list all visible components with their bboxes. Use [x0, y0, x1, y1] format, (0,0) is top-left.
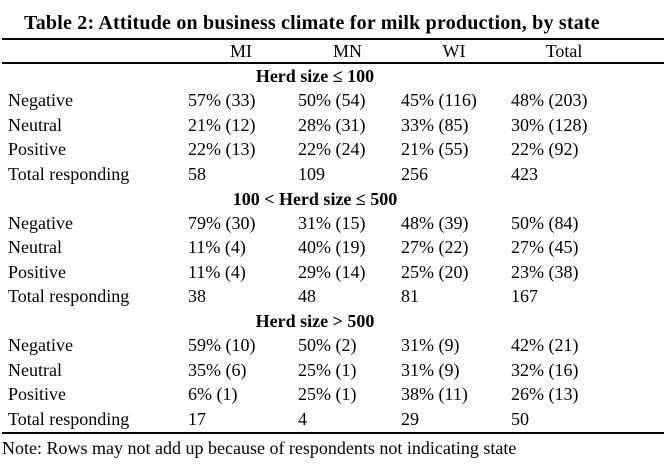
- row-label: Negative: [8, 335, 73, 356]
- row-label: Total responding: [8, 163, 130, 184]
- table-row: Negative 79% (30) 31% (15) 48% (39) 50% …: [0, 211, 668, 236]
- cell-total: 23% (38): [511, 261, 579, 282]
- table-footnote: Note: Rows may not add up because of res…: [2, 437, 517, 458]
- cell-total: 27% (45): [511, 237, 579, 258]
- table-row: Positive 11% (4) 29% (14) 25% (20) 23% (…: [0, 260, 668, 285]
- row-label: Neutral: [8, 237, 62, 258]
- cell-mi: 11% (4): [188, 261, 246, 282]
- cell-wi: 38% (11): [401, 384, 468, 405]
- cell-total: 167: [511, 286, 538, 307]
- table-row: Negative 59% (10) 50% (2) 31% (9) 42% (2…: [0, 334, 668, 359]
- cell-mi: 17: [188, 408, 206, 429]
- table-title: Table 2: Attitude on business climate fo…: [24, 12, 600, 34]
- cell-total: 50% (84): [511, 212, 579, 233]
- section-header-herd-le-100: Herd size ≤ 100: [255, 66, 375, 86]
- table-row: Neutral 21% (12) 28% (31) 33% (85) 30% (…: [0, 113, 668, 138]
- divider-above-note: [2, 431, 664, 434]
- cell-mi: 22% (13): [188, 139, 256, 160]
- cell-total: 423: [511, 163, 538, 184]
- section-header-herd-gt-500: Herd size > 500: [255, 311, 375, 331]
- cell-total: 48% (203): [511, 90, 588, 111]
- cell-total: 30% (128): [511, 114, 588, 135]
- cell-mi: 79% (30): [188, 212, 256, 233]
- table-row: Negative 57% (33) 50% (54) 45% (116) 48%…: [0, 89, 668, 114]
- cell-total: 22% (92): [511, 139, 579, 160]
- col-header-mn: MN: [332, 40, 362, 61]
- table-row: Total responding 38 48 81 167: [0, 285, 668, 310]
- cell-mn: 48: [298, 286, 316, 307]
- row-label: Total responding: [8, 286, 130, 307]
- table-row: Positive 6% (1) 25% (1) 38% (11) 26% (13…: [0, 383, 668, 408]
- row-label: Total responding: [8, 408, 130, 429]
- row-label: Neutral: [8, 114, 62, 135]
- cell-wi: 27% (22): [401, 237, 469, 258]
- cell-mn: 29% (14): [298, 261, 366, 282]
- cell-wi: 48% (39): [401, 212, 469, 233]
- divider-below-headers: [2, 62, 664, 64]
- section-header-herd-100-500: 100 < Herd size ≤ 500: [232, 188, 398, 209]
- cell-total: 50: [511, 408, 529, 429]
- table-row: Neutral 35% (6) 25% (1) 31% (9) 32% (16): [0, 358, 668, 383]
- cell-mi: 11% (4): [188, 237, 246, 258]
- col-header-wi: WI: [442, 40, 466, 61]
- cell-mn: 28% (31): [298, 114, 366, 135]
- cell-wi: 256: [401, 163, 428, 184]
- table-row: Total responding 58 109 256 423: [0, 162, 668, 187]
- cell-wi: 45% (116): [401, 90, 477, 111]
- cell-mi: 57% (33): [188, 90, 256, 111]
- row-label: Neutral: [8, 359, 62, 380]
- cell-mi: 21% (12): [188, 114, 256, 135]
- cell-mn: 4: [298, 408, 307, 429]
- cell-wi: 33% (85): [401, 114, 469, 135]
- cell-wi: 29: [401, 408, 419, 429]
- table-row: Total responding 17 4 29 50: [0, 407, 668, 432]
- cell-mn: 25% (1): [298, 384, 357, 405]
- row-label: Positive: [8, 139, 67, 160]
- cell-wi: 31% (9): [401, 335, 460, 356]
- cell-mi: 38: [188, 286, 206, 307]
- cell-mn: 31% (15): [298, 212, 366, 233]
- cell-mi: 59% (10): [188, 335, 256, 356]
- cell-mn: 22% (24): [298, 139, 366, 160]
- cell-total: 26% (13): [511, 384, 579, 405]
- cell-mn: 25% (1): [298, 359, 357, 380]
- cell-mn: 50% (54): [298, 90, 366, 111]
- row-label: Negative: [8, 212, 73, 233]
- column-header-row: MI MN WI Total: [0, 40, 668, 62]
- table-row: Positive 22% (13) 22% (24) 21% (55) 22% …: [0, 138, 668, 163]
- table-row: Neutral 11% (4) 40% (19) 27% (22) 27% (4…: [0, 236, 668, 261]
- col-header-mi: MI: [230, 40, 252, 61]
- cell-mn: 109: [298, 163, 325, 184]
- cell-mn: 40% (19): [298, 237, 366, 258]
- row-label: Positive: [8, 384, 67, 405]
- cell-wi: 25% (20): [401, 261, 469, 282]
- cell-wi: 31% (9): [401, 359, 460, 380]
- cell-mi: 35% (6): [188, 359, 247, 380]
- cell-total: 32% (16): [511, 359, 579, 380]
- col-header-total: Total: [545, 40, 583, 61]
- cell-mi: 58: [188, 163, 206, 184]
- divider-below-title: [2, 38, 664, 40]
- cell-wi: 81: [401, 286, 419, 307]
- row-label: Positive: [8, 261, 67, 282]
- cell-mi: 6% (1): [188, 384, 238, 405]
- cell-total: 42% (21): [511, 335, 579, 356]
- row-label: Negative: [8, 90, 73, 111]
- cell-mn: 50% (2): [298, 335, 357, 356]
- cell-wi: 21% (55): [401, 139, 469, 160]
